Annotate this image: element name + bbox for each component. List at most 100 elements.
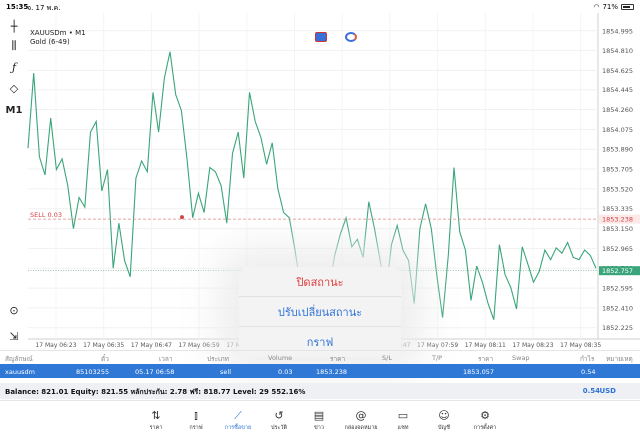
one-click-trading-icon[interactable] <box>315 32 327 42</box>
y-tick-label: 1854.625 <box>602 67 633 75</box>
x-tick-label: 17 May 06:35 <box>83 342 124 349</box>
nav-news[interactable]: ▤ ข่าว <box>299 409 339 432</box>
symbol-info: XAUUSDm • M1 Gold (6-49) <box>30 29 86 46</box>
y-tick-label: 1853.520 <box>602 185 633 193</box>
y-tick-label: 1854.445 <box>602 86 633 94</box>
row-type: sell <box>220 368 231 376</box>
y-tick-label: 1852.225 <box>602 324 633 332</box>
chart-icon: ⫾ <box>194 409 198 422</box>
shapes-icon[interactable]: ◇ <box>9 81 19 95</box>
wifi-icon: ◠ <box>593 3 600 11</box>
sell-level-label: SELL 0.03 <box>30 211 62 219</box>
col-time: เวลา <box>159 355 173 363</box>
positions-table: สัญลักษณ์ ตั๋ว เวลา ประเภท Volume ราคา S… <box>0 350 640 378</box>
balance-bar: Balance: 821.01 Equity: 821.55 หลักประกั… <box>0 383 640 399</box>
y-tick-label: 1854.075 <box>602 126 633 134</box>
row-time: 05.17 06:58 <box>135 368 175 376</box>
col-profit: กำไร <box>580 355 595 363</box>
nav-chart[interactable]: ⫾ กราฟ <box>176 409 216 432</box>
x-tick-label: 17 May 06:47 <box>131 342 172 349</box>
signal-icon[interactable] <box>345 32 357 42</box>
chart-center-icons <box>315 32 357 42</box>
account-icon: ☺ <box>438 409 450 422</box>
nav-account[interactable]: ☺ บัญชี <box>424 409 464 432</box>
chart-toolbar: ┼ ⫼ ƒ ◇ M1 ⊙ ⇲ <box>0 13 28 343</box>
status-bar: 15:35 จ. 17 พ.ค. ◠ 71% <box>0 0 640 13</box>
y-tick-label: 1852.595 <box>602 285 633 293</box>
col-tp: T/P <box>432 354 443 362</box>
total-profit: 0.54 <box>582 387 600 395</box>
y-tick-label: 1852.410 <box>602 304 633 312</box>
y-tick-label: 1853.890 <box>602 146 633 154</box>
nav-trade[interactable]: ⟋ การซื้อขาย <box>218 409 258 432</box>
y-tick-label: 1854.260 <box>602 106 633 114</box>
table-header: สัญลักษณ์ ตั๋ว เวลา ประเภท Volume ราคา S… <box>0 350 640 364</box>
table-row[interactable]: xauusdm 85103255 05.17 06:58 sell 0.03 1… <box>0 364 640 378</box>
exit-icon[interactable]: ⇲ <box>9 329 19 343</box>
symbol-name: XAUUSDm • M1 <box>30 29 86 37</box>
col-price: ราคา <box>330 355 346 363</box>
settings-icon: ⚙ <box>480 409 490 422</box>
sell-price-tag-bg <box>599 214 640 224</box>
col-swap: Swap <box>512 354 530 362</box>
battery-percent: 71% <box>602 3 618 11</box>
row-ticket: 85103255 <box>76 368 110 376</box>
y-tick-label: 1854.810 <box>602 47 633 55</box>
col-volume: Volume <box>268 354 293 362</box>
entry-marker <box>180 215 184 220</box>
y-tick-label: 1853.705 <box>602 166 633 174</box>
x-tick-label: 17 May 08:11 <box>465 342 506 349</box>
row-profit: 0.54 <box>581 368 596 376</box>
x-tick-label: 17 May 08:23 <box>512 342 553 349</box>
position-action-menu: ปิดสถานะ ปรับเปลี่ยนสถานะ กราฟ <box>239 267 401 357</box>
profit-currency: USD <box>599 387 616 395</box>
col-current-price: ราคา <box>478 355 494 363</box>
mailbox-icon: @ <box>355 409 367 422</box>
x-tick-label: 17 May 06:23 <box>35 342 76 349</box>
col-comment: หมายเหตุ <box>606 355 633 363</box>
history-icon: ↺ <box>274 409 284 422</box>
sell-price-tag: 1853.238 <box>602 216 633 224</box>
symbol-description: Gold (6-49) <box>30 38 70 46</box>
chat-icon: ▭ <box>397 409 409 422</box>
y-tick-label: 1852.965 <box>602 245 633 253</box>
nav-chat[interactable]: ▭ แชท <box>383 409 423 432</box>
nav-settings[interactable]: ⚙ การตั้งค่า <box>465 409 505 432</box>
x-tick-label: 17 May 08:35 <box>560 342 601 349</box>
close-position-option[interactable]: ปิดสถานะ <box>239 267 401 297</box>
x-tick-label: 17 May 07:59 <box>417 342 458 349</box>
col-type: ประเภท <box>207 355 229 363</box>
x-tick-label: 17 May 06:59 <box>179 342 220 349</box>
status-time: 15:35 <box>6 3 29 11</box>
battery-icon <box>621 4 634 10</box>
status-right: ◠ 71% <box>593 3 634 11</box>
trade-icon: ⟋ <box>234 409 242 422</box>
bid-price-tag: 1852.757 <box>602 267 633 275</box>
crosshair-icon[interactable]: ┼ <box>10 19 18 33</box>
y-tick-label: 1854.995 <box>602 27 633 35</box>
col-symbol: สัญลักษณ์ <box>5 355 33 363</box>
zoom-icon[interactable]: ⊙ <box>9 303 19 317</box>
nav-quotes[interactable]: ⇅ ราคา <box>136 409 176 432</box>
chart-option[interactable]: กราฟ <box>306 336 334 349</box>
modify-position-option[interactable]: ปรับเปลี่ยนสถานะ <box>239 297 401 327</box>
quotes-icon: ⇅ <box>151 409 161 422</box>
col-ticket: ตั๋ว <box>101 355 109 363</box>
y-tick-label: 1853.150 <box>602 225 633 233</box>
nav-mailbox[interactable]: @ กล่องจดหมาย <box>341 409 381 432</box>
news-icon: ▤ <box>313 409 325 422</box>
y-tick-label: 1853.335 <box>602 205 633 213</box>
candles-icon[interactable]: ⫼ <box>11 39 17 52</box>
bottom-nav: ⇅ ราคา ⫾ กราฟ ⟋ การซื้อขาย ↺ ประวัติ ▤ ข… <box>0 400 640 447</box>
row-price: 1853.238 <box>316 368 348 376</box>
timeframe-button[interactable]: M1 <box>5 104 23 116</box>
balance-text: Balance: 821.01 Equity: 821.55 หลักประกั… <box>5 388 306 396</box>
row-symbol: xauusdm <box>5 368 35 376</box>
function-icon[interactable]: ƒ <box>11 60 17 74</box>
row-volume: 0.03 <box>278 368 293 376</box>
col-sl: S/L <box>382 354 392 362</box>
row-current-price: 1853.057 <box>463 368 495 376</box>
bid-price-tag-bg <box>599 266 640 276</box>
status-date: จ. 17 พ.ค. <box>27 4 61 12</box>
nav-history[interactable]: ↺ ประวัติ <box>259 409 299 432</box>
